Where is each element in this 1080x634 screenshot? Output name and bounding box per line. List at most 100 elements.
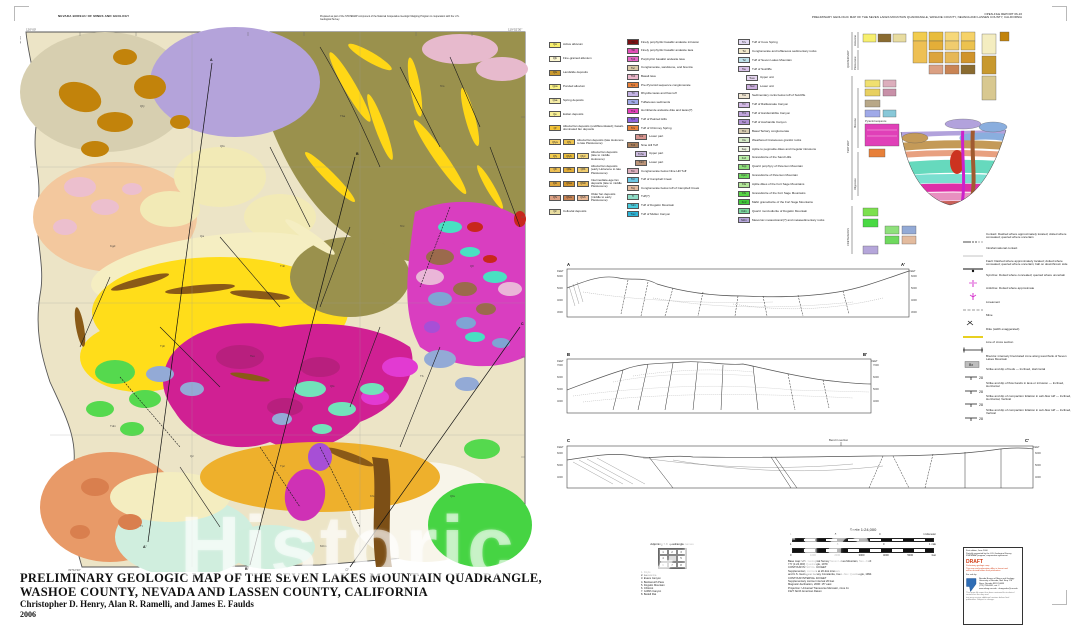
symbol-description: Dike (width exaggerated) xyxy=(986,326,1020,331)
svg-text:6000: 6000 xyxy=(873,375,879,379)
legend-entry: Tt Tuff(?) xyxy=(627,193,735,202)
legend-swatch: Ksh xyxy=(738,155,750,162)
symbol-description: Anticline: Dotted where approximate xyxy=(986,286,1035,290)
symbol-row: Syncline: Dotted where concealed; querie… xyxy=(963,272,1075,287)
legend-swatch: Thc xyxy=(738,110,750,117)
symbol-description: Syncline: Dotted where concealed; querie… xyxy=(986,272,1066,277)
legend-swatch: Tt xyxy=(627,193,639,200)
legend-swatch: Tcn xyxy=(627,168,639,175)
legend-entry-label: Upper unit xyxy=(760,75,774,80)
legend-swatch: Qfvb xyxy=(577,194,589,201)
symbol-row: Mine xyxy=(963,313,1075,326)
legend-swatch: Kap xyxy=(738,146,750,153)
svg-text:FEET: FEET xyxy=(557,359,564,363)
symbol-description: Mine xyxy=(986,313,993,317)
legend-swatch: Qfy xyxy=(563,139,575,146)
mine-symbol-icon xyxy=(963,314,983,326)
map-unit-label: Tph xyxy=(160,344,166,348)
legend-entry-label: Lower part xyxy=(649,134,664,139)
km-scale-bar xyxy=(792,537,934,543)
map-unit-label: Tnh xyxy=(280,264,286,268)
legend-swatch: Qfo xyxy=(549,180,561,187)
svg-text:120°00': 120°00' xyxy=(26,28,37,32)
draft-red-line: will be revised before final publication xyxy=(966,570,1001,572)
svg-text:5000: 5000 xyxy=(557,463,563,467)
legend-entry-label: Conglomerate below tuff of Campbell Cree… xyxy=(641,185,700,190)
legend-entry: Qe Eolian deposits xyxy=(549,107,624,121)
symbol-description: Line of cross section xyxy=(986,340,1014,344)
legend-entry-label: Basalt lava xyxy=(641,74,656,79)
svg-text:A': A' xyxy=(143,545,147,549)
legend-swatch: Tst xyxy=(738,48,750,55)
symbol-row: Contact: Dashed where approximately loca… xyxy=(963,232,1075,243)
symbol-row: Anticline: Dotted where approximate xyxy=(963,286,1075,300)
legend-entry: Tss Sedimentary rocks below tuff of Sutcl… xyxy=(738,91,842,100)
svg-text:28: 28 xyxy=(979,376,983,380)
symbol-description: Strike and dip of compaction foliation i… xyxy=(986,394,1071,402)
strike-symbol-icon: 28 xyxy=(963,368,983,380)
breccia-symbol-icon: Bx xyxy=(963,355,983,368)
legend-swatch: Qa xyxy=(549,41,561,48)
legend-entry: Tcn Conglomerate below Nine Hill Tuff xyxy=(627,167,735,176)
legend-entry-label: Conglomerate and tuffaceous sedimentary … xyxy=(752,48,817,53)
legend-column-quaternary: Qa Active alluvium Qfp Fine-grained alluviu… xyxy=(549,38,624,219)
svg-text:Holocene: Holocene xyxy=(853,34,857,46)
legend-entry-label: Spring deposits xyxy=(563,97,584,102)
scale-tick: 0 xyxy=(790,553,792,557)
legend-entry: Kpm Granodiorite of Peterson Mountain xyxy=(738,171,842,180)
svg-text:5000: 5000 xyxy=(873,387,879,391)
map-title-line2: WASHOE COUNTY, NEVADA AND LASSEN COUNTY,… xyxy=(20,584,428,599)
scale-tick: 0 xyxy=(879,532,881,536)
legend-swatch: Qfob xyxy=(577,180,589,187)
map-unit-label: Qfi xyxy=(470,264,474,268)
legend-entry: Kqp Quartz porphyry of Peterson Mountain xyxy=(738,162,842,171)
legend-entry: Tbb Basalt lava xyxy=(627,72,735,81)
legend-entry: Tcc Tuff of Campbell Creek xyxy=(627,176,735,185)
map-unit-label: Kgd xyxy=(110,244,116,248)
draft-bottom-lines: This open-file report has been reviewed … xyxy=(966,592,1020,602)
legend-swatch: Tnh xyxy=(627,142,639,149)
svg-text:5000: 5000 xyxy=(1035,463,1041,467)
map-unit-label: Qfo xyxy=(220,144,225,148)
svg-text:B: B xyxy=(356,152,359,156)
crop-mark xyxy=(1052,6,1067,21)
svg-text:4000: 4000 xyxy=(557,475,563,479)
scale-tick: 1000 xyxy=(810,553,816,557)
svg-text:FEET: FEET xyxy=(557,445,564,449)
base-credit-line: 7.5' (1:24,000) Quadrangle, 1979 xyxy=(788,563,828,566)
legend-entry-label: Conglomerate below Nine Hill Tuff xyxy=(641,168,687,173)
quad-name: 4. Beckwourth Pass xyxy=(641,580,664,584)
legend-swatch: Tpb xyxy=(627,56,639,63)
legend-entry-label: Tuff of Mullen Canyon xyxy=(641,211,671,216)
draft-notice-box: First edition, June 2006 Partially suppor… xyxy=(963,547,1023,625)
legend-entry-label: Active alluvium xyxy=(563,42,584,47)
svg-text:Miocene: Miocene xyxy=(853,118,857,128)
legend-entry: Tnhu Upper part xyxy=(635,150,735,159)
legend-swatch: Tbb xyxy=(627,73,639,80)
map-year: 2006 xyxy=(20,610,36,619)
legend-swatch: Tha xyxy=(627,108,639,115)
legend-entry-label: Tuff of Cove Spring xyxy=(752,39,778,44)
scale-block: Scale 1:24,000 1 .5 0 1 kilometer 1 .5 0 1 mil… xyxy=(788,527,938,594)
legend-entry: Tac Tuff of Axehandle Canyon xyxy=(738,118,842,127)
base-credit-line: Supplementary contours at 20-foot interv… xyxy=(788,569,840,573)
svg-text:3000: 3000 xyxy=(557,310,563,314)
scale-tick: 2000 xyxy=(834,553,841,557)
svg-text:4000: 4000 xyxy=(1035,475,1041,479)
svg-text:C: C xyxy=(567,438,570,443)
scale-tick: 4000 xyxy=(882,553,889,557)
for-sale-label: For sale by: xyxy=(966,573,977,576)
symbol-row: Dike (width exaggerated) xyxy=(963,326,1075,338)
legend-entry-label: Alluvial fan deposits (late to middle Ho… xyxy=(591,150,618,161)
svg-text:TERTIARY: TERTIARY xyxy=(846,140,850,153)
legend-swatch: Kdm xyxy=(738,208,750,215)
quad-name: 2. Constantia xyxy=(641,574,657,578)
legend-entry-label: Granodiorite of the Sand Hills xyxy=(752,155,792,160)
svg-text:5000: 5000 xyxy=(557,286,563,290)
symbol-row: Intraformational contact xyxy=(963,246,1075,256)
legend-entry-label: Tuff of Axehandle Canyon xyxy=(752,119,787,124)
legend-entry: Kap Aplite to pegmatite dikes and irregul… xyxy=(738,145,842,154)
report-header: OPEN-FILE REPORT 06-16 PRELIMINARY GEOLO… xyxy=(812,12,1022,20)
map-unit-label: Tsu xyxy=(250,354,255,358)
